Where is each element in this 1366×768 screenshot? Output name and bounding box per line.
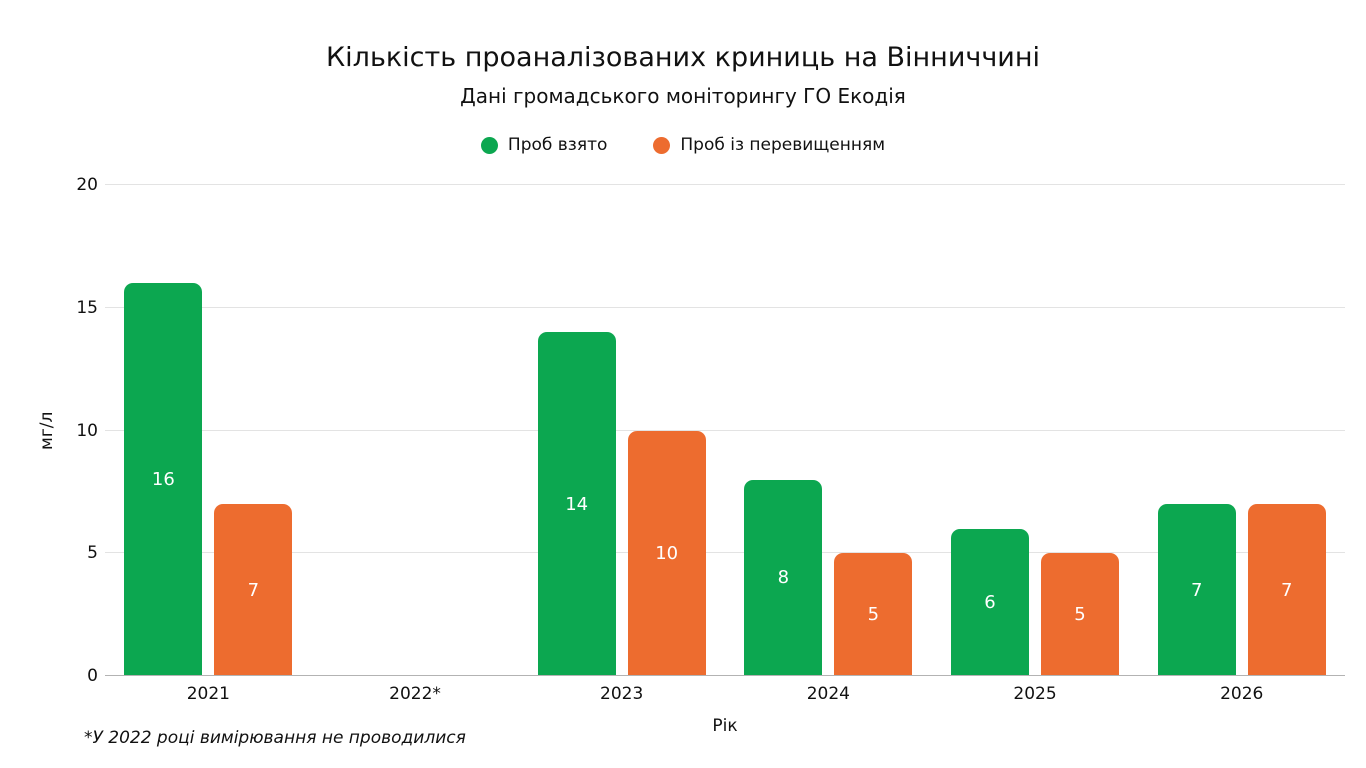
gridline — [105, 552, 1345, 554]
chart-subtitle: Дані громадського моніторингу ГО Екодія — [460, 84, 906, 108]
y-tick-label: 0 — [87, 666, 98, 686]
bar: 5 — [1041, 553, 1120, 676]
gridline — [105, 184, 1345, 185]
legend-dot-orange-icon — [653, 136, 671, 154]
bar-group-2022 — [312, 185, 519, 676]
bar: 7 — [1157, 504, 1236, 676]
x-axis-line — [105, 675, 1345, 676]
gridline — [105, 306, 1345, 308]
chart-title: Кількість проаналізованих криниць на Він… — [326, 42, 1040, 73]
bars: 16 7 14 10 8 5 6 5 7 7 — [105, 185, 1345, 676]
bar-value-label: 10 — [655, 542, 679, 564]
x-tick-label: 2025 — [1013, 684, 1057, 704]
legend-item-samples-taken: Проб взято — [480, 135, 608, 155]
legend-label: Проб із перевищенням — [680, 135, 886, 155]
bar: 5 — [834, 553, 913, 676]
bar-value-label: 14 — [565, 493, 589, 515]
legend-label: Проб взято — [507, 135, 608, 155]
bar: 10 — [627, 430, 706, 676]
bar: 7 — [1247, 504, 1326, 676]
legend-item-samples-exceeded: Проб із перевищенням — [653, 135, 885, 155]
y-tick-label: 10 — [76, 420, 98, 441]
x-axis-title: Рік — [712, 716, 738, 736]
legend-dot-green-icon — [480, 136, 498, 154]
y-tick-label: 15 — [76, 297, 98, 318]
bar: 16 — [124, 283, 203, 676]
bar-value-label: 5 — [1074, 604, 1086, 626]
bar-value-label: 6 — [984, 591, 996, 613]
bar-group-2021: 16 7 — [105, 185, 312, 676]
gridline — [105, 429, 1345, 431]
bar: 14 — [537, 332, 616, 676]
x-tick-label: 2024 — [806, 684, 850, 704]
bar-value-label: 5 — [867, 604, 880, 626]
y-axis-title: мг/л — [37, 411, 57, 450]
bar-value-label: 7 — [247, 579, 260, 601]
bar-value-label: 8 — [777, 567, 790, 589]
x-tick-label: 2023 — [600, 684, 644, 704]
bar-value-label: 7 — [1280, 579, 1293, 601]
bar: 7 — [214, 504, 293, 676]
bar-value-label: 7 — [1190, 579, 1203, 601]
bar-group-2023: 14 10 — [518, 185, 725, 676]
y-tick-label: 5 — [87, 543, 98, 564]
x-tick-label: 2022* — [389, 684, 441, 704]
bar-value-label: 16 — [151, 469, 175, 491]
bar: 6 — [951, 528, 1030, 676]
plot-area: 16 7 14 10 8 5 6 5 7 7 — [105, 184, 1345, 676]
x-tick-label: 2021 — [186, 684, 230, 704]
bar: 8 — [744, 479, 823, 676]
x-tick-label: 2026 — [1220, 684, 1264, 704]
y-ticks: 0 5 10 15 20 — [58, 176, 98, 685]
y-tick-label: 20 — [76, 175, 98, 195]
legend: Проб взято Проб із перевищенням — [0, 135, 1366, 155]
footnote: *У 2022 році вимірювання не проводилися — [84, 728, 466, 748]
x-labels: 2021 2022* 2023 2024 2025 2026 — [105, 684, 1345, 704]
